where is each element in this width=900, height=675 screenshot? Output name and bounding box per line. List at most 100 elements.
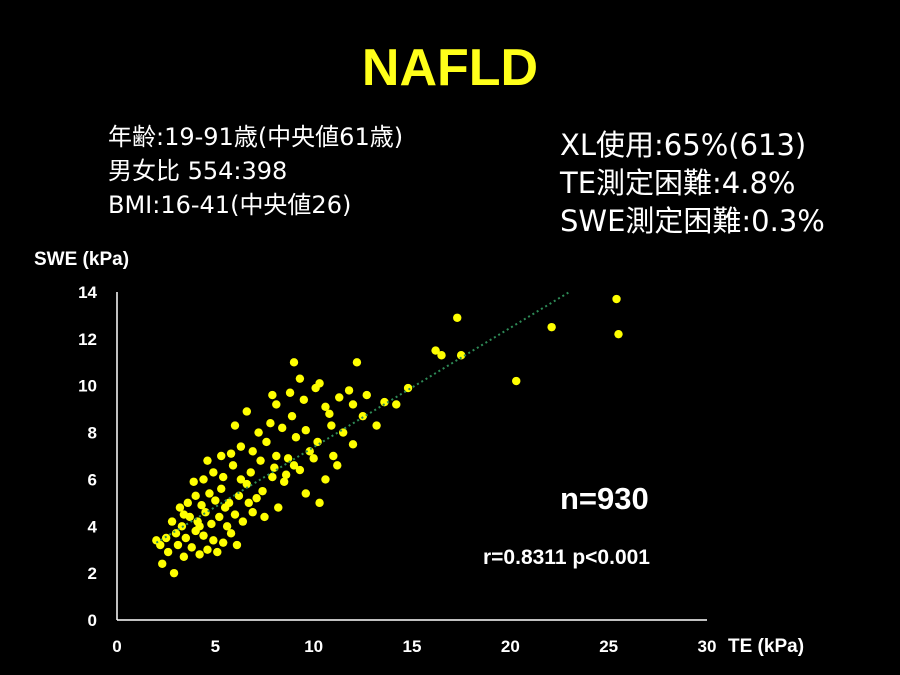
x-tick-label: 0: [112, 637, 121, 656]
data-point: [179, 510, 189, 519]
data-point: [220, 503, 230, 512]
data-point: [219, 472, 228, 482]
data-point: [254, 428, 263, 437]
data-point: [295, 465, 305, 475]
data-point: [242, 407, 251, 416]
data-point: [268, 390, 277, 400]
data-point: [278, 423, 287, 433]
data-point: [222, 522, 232, 531]
y-axis-label: SWE (kPa): [34, 249, 129, 270]
data-point: [403, 383, 413, 393]
data-point: [260, 512, 269, 522]
data-point: [242, 479, 251, 489]
age-range-text: 年齢:19-91歳(中央値61歳): [108, 123, 404, 151]
data-point: [321, 475, 330, 484]
data-point: [456, 351, 466, 360]
data-point: [335, 393, 344, 402]
data-point: [301, 489, 310, 498]
data-point: [199, 475, 208, 484]
data-point: [358, 411, 368, 421]
data-point: [217, 451, 226, 461]
data-point: [175, 503, 185, 512]
data-point: [226, 529, 236, 538]
data-point: [301, 426, 310, 435]
data-point: [512, 376, 521, 386]
bmi-range-text: BMI:16-41(中央値26): [108, 191, 352, 219]
data-point: [327, 421, 336, 430]
data-point: [612, 294, 621, 304]
data-point: [219, 538, 228, 547]
data-point: [179, 552, 189, 561]
data-point: [248, 508, 257, 517]
te-difficulty-text: TE測定困難:4.8%: [560, 166, 796, 200]
data-point: [281, 470, 291, 479]
data-point: [163, 547, 173, 557]
data-point: [232, 540, 242, 550]
data-point: [348, 400, 358, 409]
data-point: [167, 517, 177, 526]
data-point: [252, 493, 261, 503]
data-point: [329, 451, 338, 461]
data-point: [262, 437, 271, 447]
data-point: [258, 486, 267, 496]
data-point: [195, 550, 204, 559]
x-tick-label: 10: [304, 637, 323, 656]
data-point: [181, 533, 191, 543]
data-point: [338, 428, 348, 437]
data-point: [309, 454, 318, 463]
y-tick-label: 10: [78, 377, 97, 396]
data-point: [272, 400, 281, 409]
data-point: [352, 358, 362, 367]
data-point: [230, 510, 240, 519]
data-point: [289, 461, 299, 470]
data-point: [228, 461, 238, 470]
data-point: [291, 433, 301, 442]
data-point: [203, 456, 212, 465]
sex-ratio-text: 男女比 554:398: [108, 157, 288, 185]
x-axis-label: TE (kPa): [728, 636, 804, 657]
data-point: [315, 498, 324, 508]
data-point: [299, 395, 309, 404]
data-point: [244, 498, 253, 508]
correlation-annotation: r=0.8311 p<0.001: [483, 546, 650, 569]
data-point: [199, 531, 208, 540]
data-point: [266, 419, 275, 428]
data-point: [191, 491, 200, 501]
data-point: [189, 477, 198, 486]
data-point: [274, 503, 283, 512]
y-tick-label: 0: [88, 611, 97, 630]
data-point: [209, 468, 218, 477]
data-point: [169, 568, 179, 578]
data-point: [183, 498, 192, 508]
data-point: [236, 475, 246, 484]
trend-line: [155, 291, 570, 544]
sample-size-annotation: n=930: [560, 481, 649, 516]
data-point: [234, 491, 244, 501]
data-point: [437, 351, 446, 360]
data-point: [152, 536, 161, 545]
data-point: [453, 313, 462, 322]
data-point: [209, 536, 218, 545]
data-point: [315, 379, 324, 388]
x-tick-label: 15: [403, 637, 422, 656]
data-point: [283, 454, 293, 463]
data-point: [256, 456, 265, 465]
data-point: [171, 529, 181, 538]
data-point: [380, 397, 389, 407]
data-point: [431, 346, 440, 355]
data-point: [187, 543, 196, 552]
data-point: [362, 390, 371, 400]
data-point: [217, 484, 226, 493]
x-tick-label: 25: [599, 637, 618, 656]
data-point: [321, 402, 330, 411]
data-point: [614, 329, 623, 339]
data-point: [197, 501, 206, 510]
y-tick-label: 6: [88, 470, 97, 489]
data-point: [230, 421, 240, 430]
data-point: [285, 388, 295, 397]
data-point: [203, 545, 212, 554]
y-tick-label: 14: [78, 283, 97, 302]
data-point: [289, 358, 299, 367]
data-point: [238, 517, 248, 526]
